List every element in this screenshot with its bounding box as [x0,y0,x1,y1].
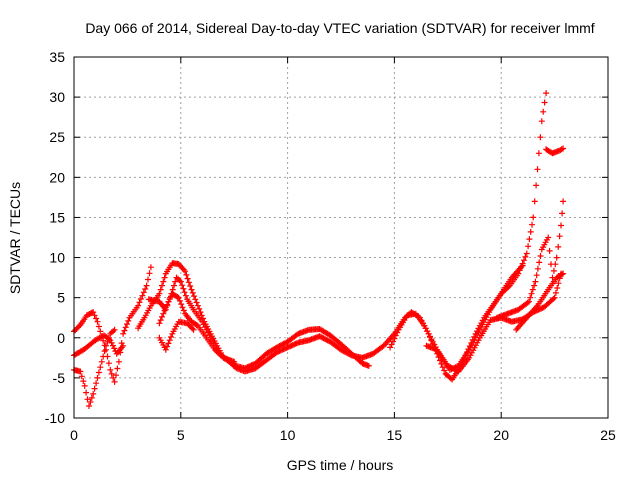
y-tick-label: 25 [49,129,65,145]
series-track-b [71,332,127,359]
y-tick-label: -5 [53,370,66,386]
axis-ticks: 0 5 10 15 20 25 -10 -5 0 5 10 15 20 25 30 35 [45,49,616,443]
y-tick-label: 30 [49,89,65,105]
data-points [71,90,567,409]
y-tick-label: 15 [49,209,65,225]
x-tick-label: 10 [280,427,296,443]
grid [74,57,608,418]
x-tick-label: 25 [600,427,616,443]
chart-title: Day 066 of 2014, Sidereal Day-to-day VTE… [85,20,594,36]
x-axis-label: GPS time / hours [287,457,394,473]
y-tick-label: 20 [49,169,65,185]
y-tick-label: 10 [49,250,65,266]
series-track-k [513,270,567,333]
series-points [135,260,372,372]
y-tick-label: 5 [57,290,65,306]
series-points [513,270,567,333]
y-axis-label: SDTVAR / TECUs [7,182,23,294]
y-tick-label: 35 [49,49,65,65]
series-track-f [156,290,238,365]
series-points [71,332,127,359]
x-tick-label: 5 [177,427,185,443]
series-points [543,145,567,157]
y-tick-label: -10 [45,410,65,426]
x-tick-label: 20 [493,427,509,443]
series-track-l [543,145,567,157]
series-points [156,290,238,365]
y-tick-label: 0 [57,330,65,346]
series-track-j [493,198,567,321]
x-tick-label: 0 [70,427,78,443]
series-track-d [135,260,372,372]
plot-frame [73,56,609,419]
series-points [493,198,567,321]
series-track-g [156,318,197,353]
series-points [156,318,197,353]
x-tick-label: 15 [387,427,403,443]
